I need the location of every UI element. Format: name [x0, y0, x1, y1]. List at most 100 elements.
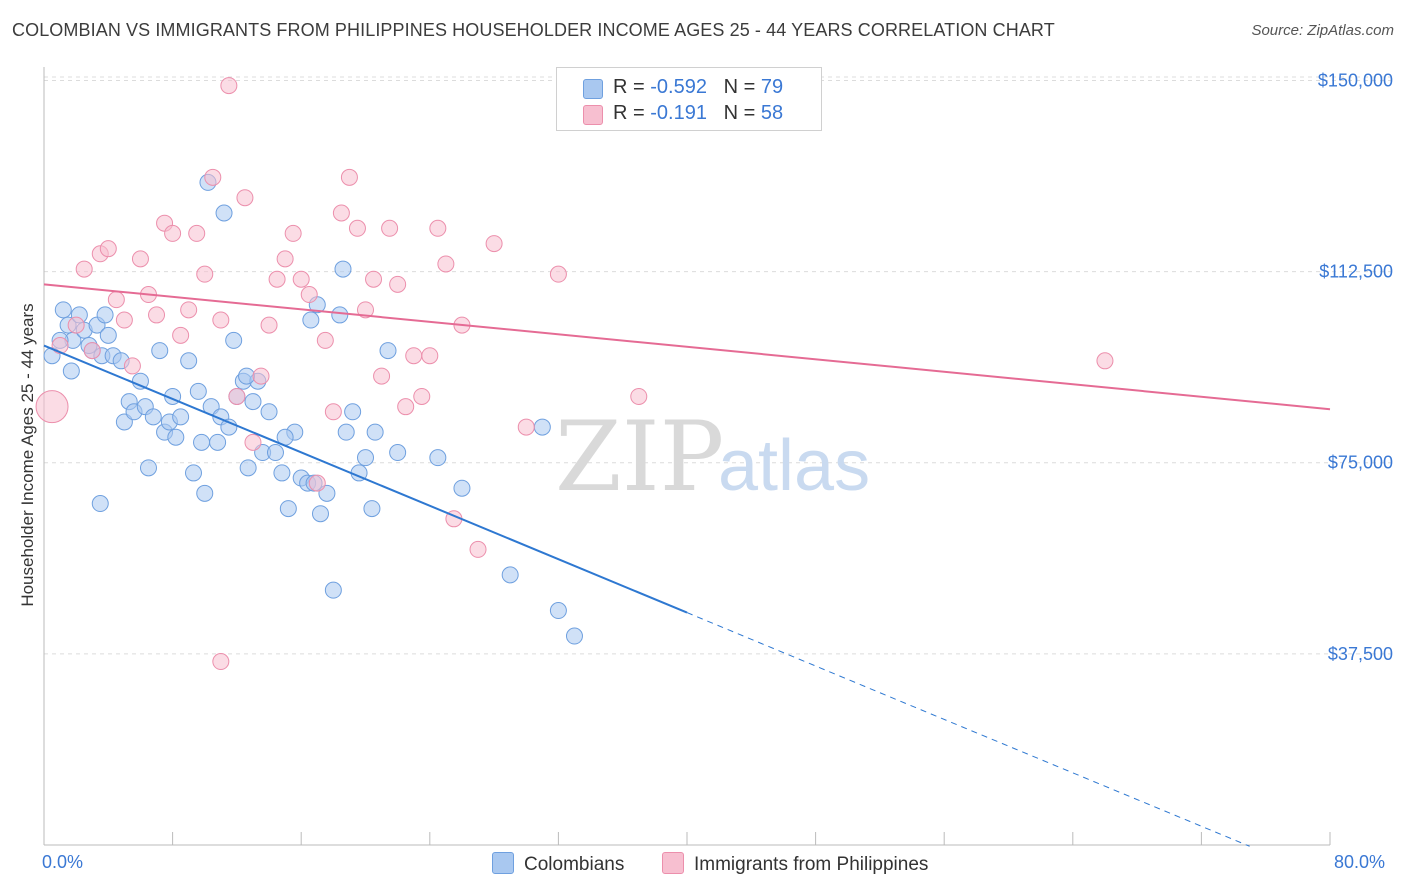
- colombian-point: [180, 352, 198, 370]
- philippines-point: [164, 224, 182, 242]
- colombian-point: [357, 449, 374, 467]
- colombian-point: [273, 464, 291, 482]
- colombian-point: [311, 505, 329, 523]
- y-tick-labels: $37,500 $75,000 $112,500 $150,000: [1318, 70, 1393, 663]
- legend-item-philippines: Immigrants from Philippines: [662, 852, 928, 876]
- colombian-point: [151, 342, 169, 360]
- philippines-point: [381, 219, 399, 237]
- colombian-point: [260, 403, 278, 421]
- philippines-point: [421, 347, 439, 365]
- philippines-point: [228, 387, 246, 405]
- legend-r-label: R =: [613, 76, 645, 98]
- philippines-trend-line: [43, 283, 1331, 411]
- philippines-point: [268, 270, 286, 288]
- philippines-point: [316, 331, 334, 349]
- y-tick-label: $150,000: [1318, 70, 1393, 90]
- philippines-point: [292, 270, 310, 288]
- legend-r-value: -0.191: [650, 102, 707, 124]
- legend-swatch-blue: [492, 852, 514, 874]
- legend-label-colombians: Colombians: [524, 854, 625, 875]
- philippines-point: [148, 306, 166, 324]
- philippines-point: [131, 250, 149, 268]
- colombian-point: [244, 393, 262, 411]
- colombian-point: [379, 342, 397, 360]
- colombian-point: [131, 372, 149, 390]
- philippines-point: [332, 204, 350, 222]
- colombian-point: [239, 459, 257, 477]
- philippines-point: [123, 357, 141, 375]
- colombian-point: [279, 500, 297, 518]
- y-tick-label: $75,000: [1328, 453, 1393, 473]
- philippines-point: [324, 403, 342, 421]
- philippines-point: [180, 301, 198, 319]
- legend-n-label: N =: [723, 76, 756, 98]
- philippines-point: [340, 168, 358, 186]
- colombian-point: [215, 204, 233, 222]
- legend-n-value: 79: [760, 76, 784, 98]
- philippines-point: [517, 418, 535, 436]
- philippines-point: [115, 311, 133, 329]
- colombian-point: [62, 362, 80, 380]
- colombian-point: [501, 566, 519, 584]
- philippines-point: [469, 540, 487, 558]
- philippines-point: [236, 189, 254, 207]
- colombian-point: [565, 627, 583, 645]
- legend-r-value: -0.592: [650, 76, 707, 98]
- gridlines: [44, 76, 1392, 655]
- philippines-point: [348, 219, 366, 237]
- philippines-point: [357, 301, 374, 319]
- colombian-point: [337, 423, 355, 441]
- colombian-point: [193, 433, 211, 451]
- colombians-trend-extension: [686, 612, 1250, 847]
- axes: [43, 67, 1331, 846]
- colombian-point: [389, 444, 407, 462]
- colombian-point: [54, 301, 72, 319]
- colombians-trend-line: [43, 344, 688, 614]
- y-tick-label: $112,500: [1319, 262, 1393, 282]
- colombian-point: [344, 403, 362, 421]
- philippines-point: [204, 168, 222, 186]
- philippines-point: [284, 224, 302, 242]
- stats-legend: R = -0.592 N = 79 R = -0.191 N = 58: [556, 67, 822, 131]
- philippines-point: [260, 316, 278, 334]
- philippines-point: [188, 224, 206, 242]
- colombian-point: [331, 306, 349, 324]
- philippines-point: [220, 77, 238, 95]
- colombian-point: [184, 464, 202, 482]
- colombian-point: [549, 602, 567, 620]
- x-tick-label-min: 0.0%: [42, 852, 84, 872]
- colombian-point: [209, 433, 227, 451]
- philippines-point: [373, 367, 391, 385]
- philippines-point: [485, 235, 503, 253]
- colombian-point: [533, 418, 551, 436]
- philippines-point: [212, 653, 230, 671]
- philippines-point: [172, 326, 190, 344]
- philippines-point: [397, 398, 415, 416]
- colombian-point: [429, 449, 447, 467]
- legend-item-colombians: Colombians: [492, 852, 624, 876]
- colombian-point: [189, 382, 207, 400]
- philippines-point: [437, 255, 455, 273]
- colombians-points: [43, 173, 583, 645]
- colombian-point: [324, 581, 342, 599]
- philippines-point: [630, 387, 648, 405]
- philippines-point: [252, 367, 270, 385]
- colombian-point: [91, 495, 109, 513]
- philippines-point: [1096, 352, 1114, 370]
- colombian-point: [96, 306, 114, 324]
- colombian-point: [144, 408, 162, 426]
- colombian-point: [363, 500, 381, 518]
- colombian-point: [238, 367, 256, 385]
- trend-lines: [43, 283, 1331, 847]
- colombian-point: [167, 428, 185, 446]
- philippines-point: [549, 265, 567, 283]
- colombian-point: [453, 479, 471, 497]
- philippines-points: [35, 77, 1114, 671]
- colombian-point: [366, 423, 384, 441]
- colombian-point: [172, 408, 190, 426]
- philippines-point: [429, 219, 447, 237]
- watermark: ZIP atlas: [555, 401, 870, 513]
- colombian-point: [225, 331, 243, 349]
- source-label: Source: ZipAtlas.com: [1251, 22, 1394, 39]
